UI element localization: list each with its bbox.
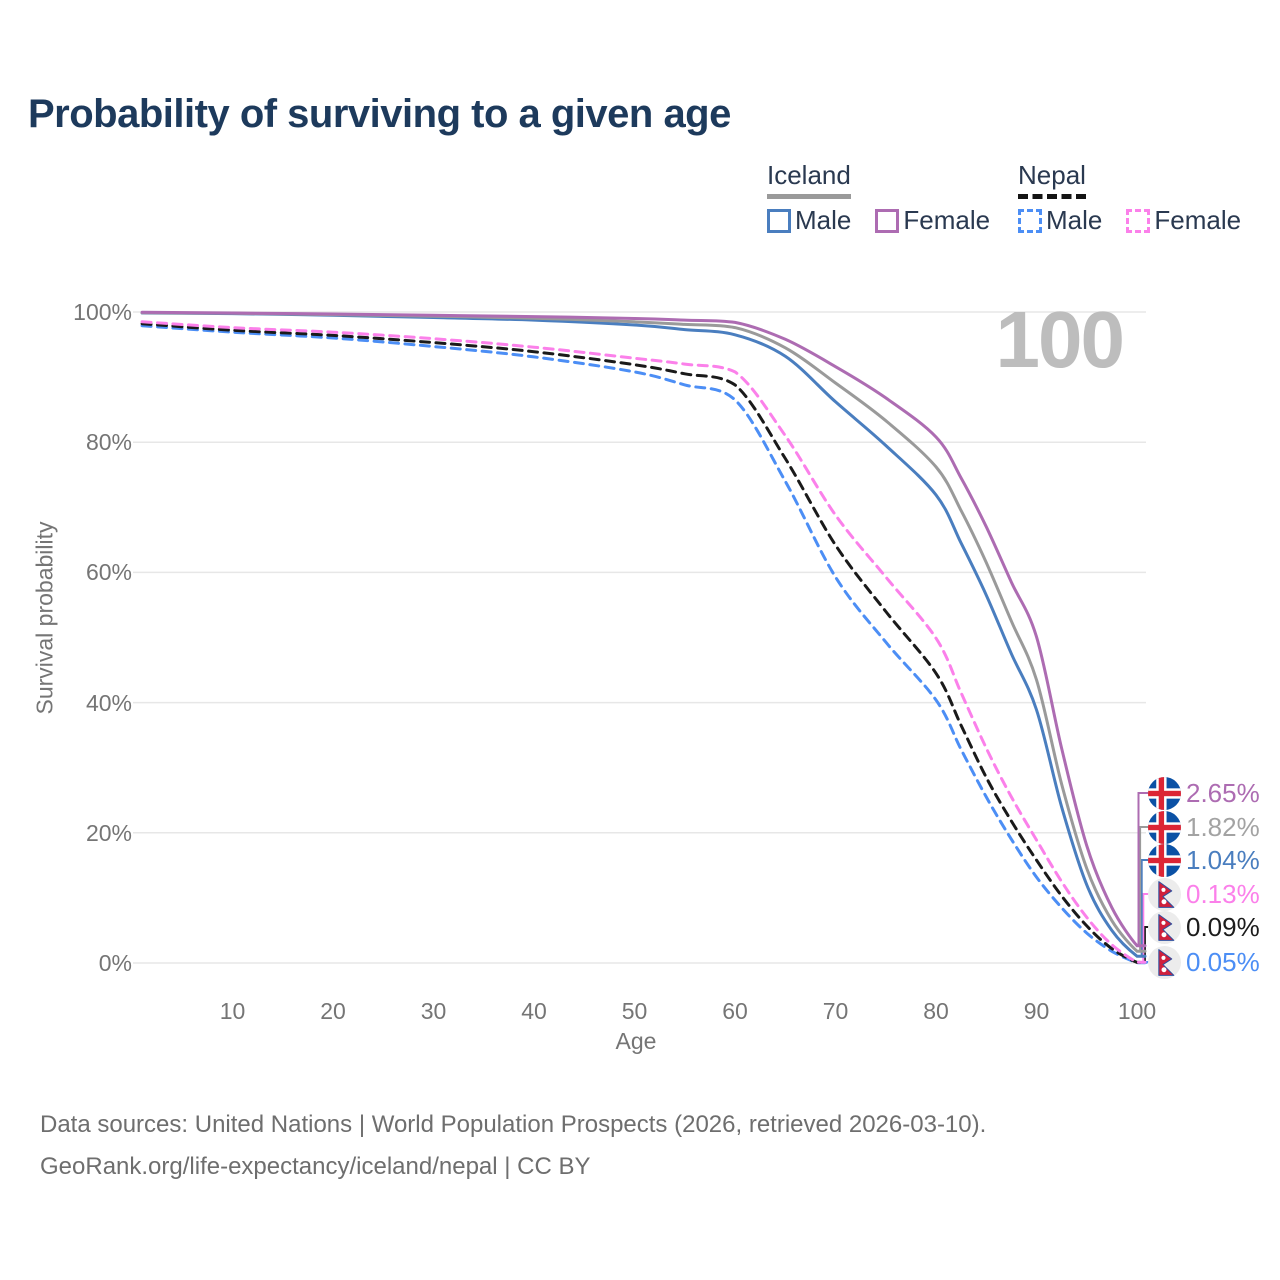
end-value: 1.04%	[1186, 844, 1260, 875]
footer-source-line: Data sources: United Nations | World Pop…	[40, 1111, 987, 1138]
page-title: Probability of surviving to a given age	[28, 92, 731, 136]
curve-nepal-all[interactable]	[140, 322, 1147, 964]
legend-label-nepal-female[interactable]: Female	[1154, 205, 1242, 235]
footer: Data sources: United Nations | World Pop…	[40, 1104, 986, 1188]
curve-iceland-male[interactable]	[140, 311, 1147, 958]
x-tick-label: 80	[923, 998, 949, 1024]
x-tick-label: 40	[521, 998, 547, 1024]
x-tick-label: 60	[722, 998, 748, 1024]
legend-group-nepal: Nepal Male Female	[1018, 160, 1245, 236]
end-value: 1.82%	[1186, 811, 1260, 842]
y-tick-label: 60%	[85, 559, 132, 586]
end-value: 0.05%	[1186, 946, 1260, 977]
end-label-nepal-female: 0.13%	[1148, 877, 1260, 911]
curve-iceland-female[interactable]	[140, 310, 1147, 948]
end-label-nepal-male: 0.05%	[1148, 945, 1260, 979]
end-value: 0.13%	[1186, 878, 1260, 909]
x-tick-label: 20	[320, 998, 346, 1024]
x-axis-title: Age	[615, 1028, 657, 1054]
legend-label-iceland-female[interactable]: Female	[903, 205, 991, 235]
curve-iceland-all[interactable]	[140, 311, 1147, 953]
y-tick-label: 80%	[85, 429, 132, 456]
x-tick-label: 30	[420, 998, 447, 1024]
x-tick-label: 50	[621, 998, 648, 1024]
legend-label-nepal-male[interactable]: Male	[1046, 205, 1103, 235]
legend-swatch-iceland-female[interactable]	[875, 208, 900, 233]
curve-nepal-female[interactable]	[140, 320, 1147, 964]
y-axis-title: Survival probability	[31, 521, 58, 715]
y-tick-label: 100%	[73, 299, 132, 325]
y-tick-label: 40%	[85, 689, 132, 716]
nepal-flag-icon	[1148, 877, 1181, 911]
nepal-flag-icon	[1148, 945, 1181, 979]
legend-country-iceland[interactable]: Iceland	[767, 160, 851, 199]
footer-url-line: GeoRank.org/life-expectancy/iceland/nepa…	[40, 1153, 591, 1180]
x-tick-label: 10	[219, 998, 246, 1024]
y-tick-label: 20%	[85, 819, 132, 846]
x-tick-label: 70	[822, 998, 849, 1024]
end-label-iceland-all: 1.82%	[1148, 810, 1260, 844]
curve-nepal-male[interactable]	[140, 324, 1147, 965]
legend-swatch-nepal-male[interactable]	[1018, 208, 1042, 233]
legend-swatch-nepal-female[interactable]	[1126, 208, 1151, 233]
iceland-flag-icon	[1148, 843, 1181, 877]
end-label-iceland-male: 1.04%	[1148, 843, 1260, 877]
hovered-age-watermark: 100	[995, 295, 1125, 384]
nepal-flag-icon	[1148, 910, 1181, 944]
legend-swatch-iceland-male[interactable]	[767, 208, 791, 233]
end-label-iceland-female: 2.65%	[1148, 776, 1260, 810]
iceland-flag-icon	[1148, 776, 1181, 810]
legend-label-iceland-male[interactable]: Male	[795, 205, 852, 235]
iceland-flag-icon	[1148, 810, 1181, 844]
x-tick-label: 100	[1117, 998, 1157, 1024]
y-tick-label: 0%	[98, 950, 132, 976]
end-value: 0.09%	[1186, 911, 1260, 942]
end-value: 2.65%	[1186, 777, 1260, 808]
legend-group-iceland: Iceland Male Female	[767, 160, 994, 236]
end-label-nepal-all: 0.09%	[1148, 910, 1260, 944]
legend-country-nepal[interactable]: Nepal	[1018, 160, 1086, 199]
x-tick-label: 90	[1023, 998, 1050, 1024]
